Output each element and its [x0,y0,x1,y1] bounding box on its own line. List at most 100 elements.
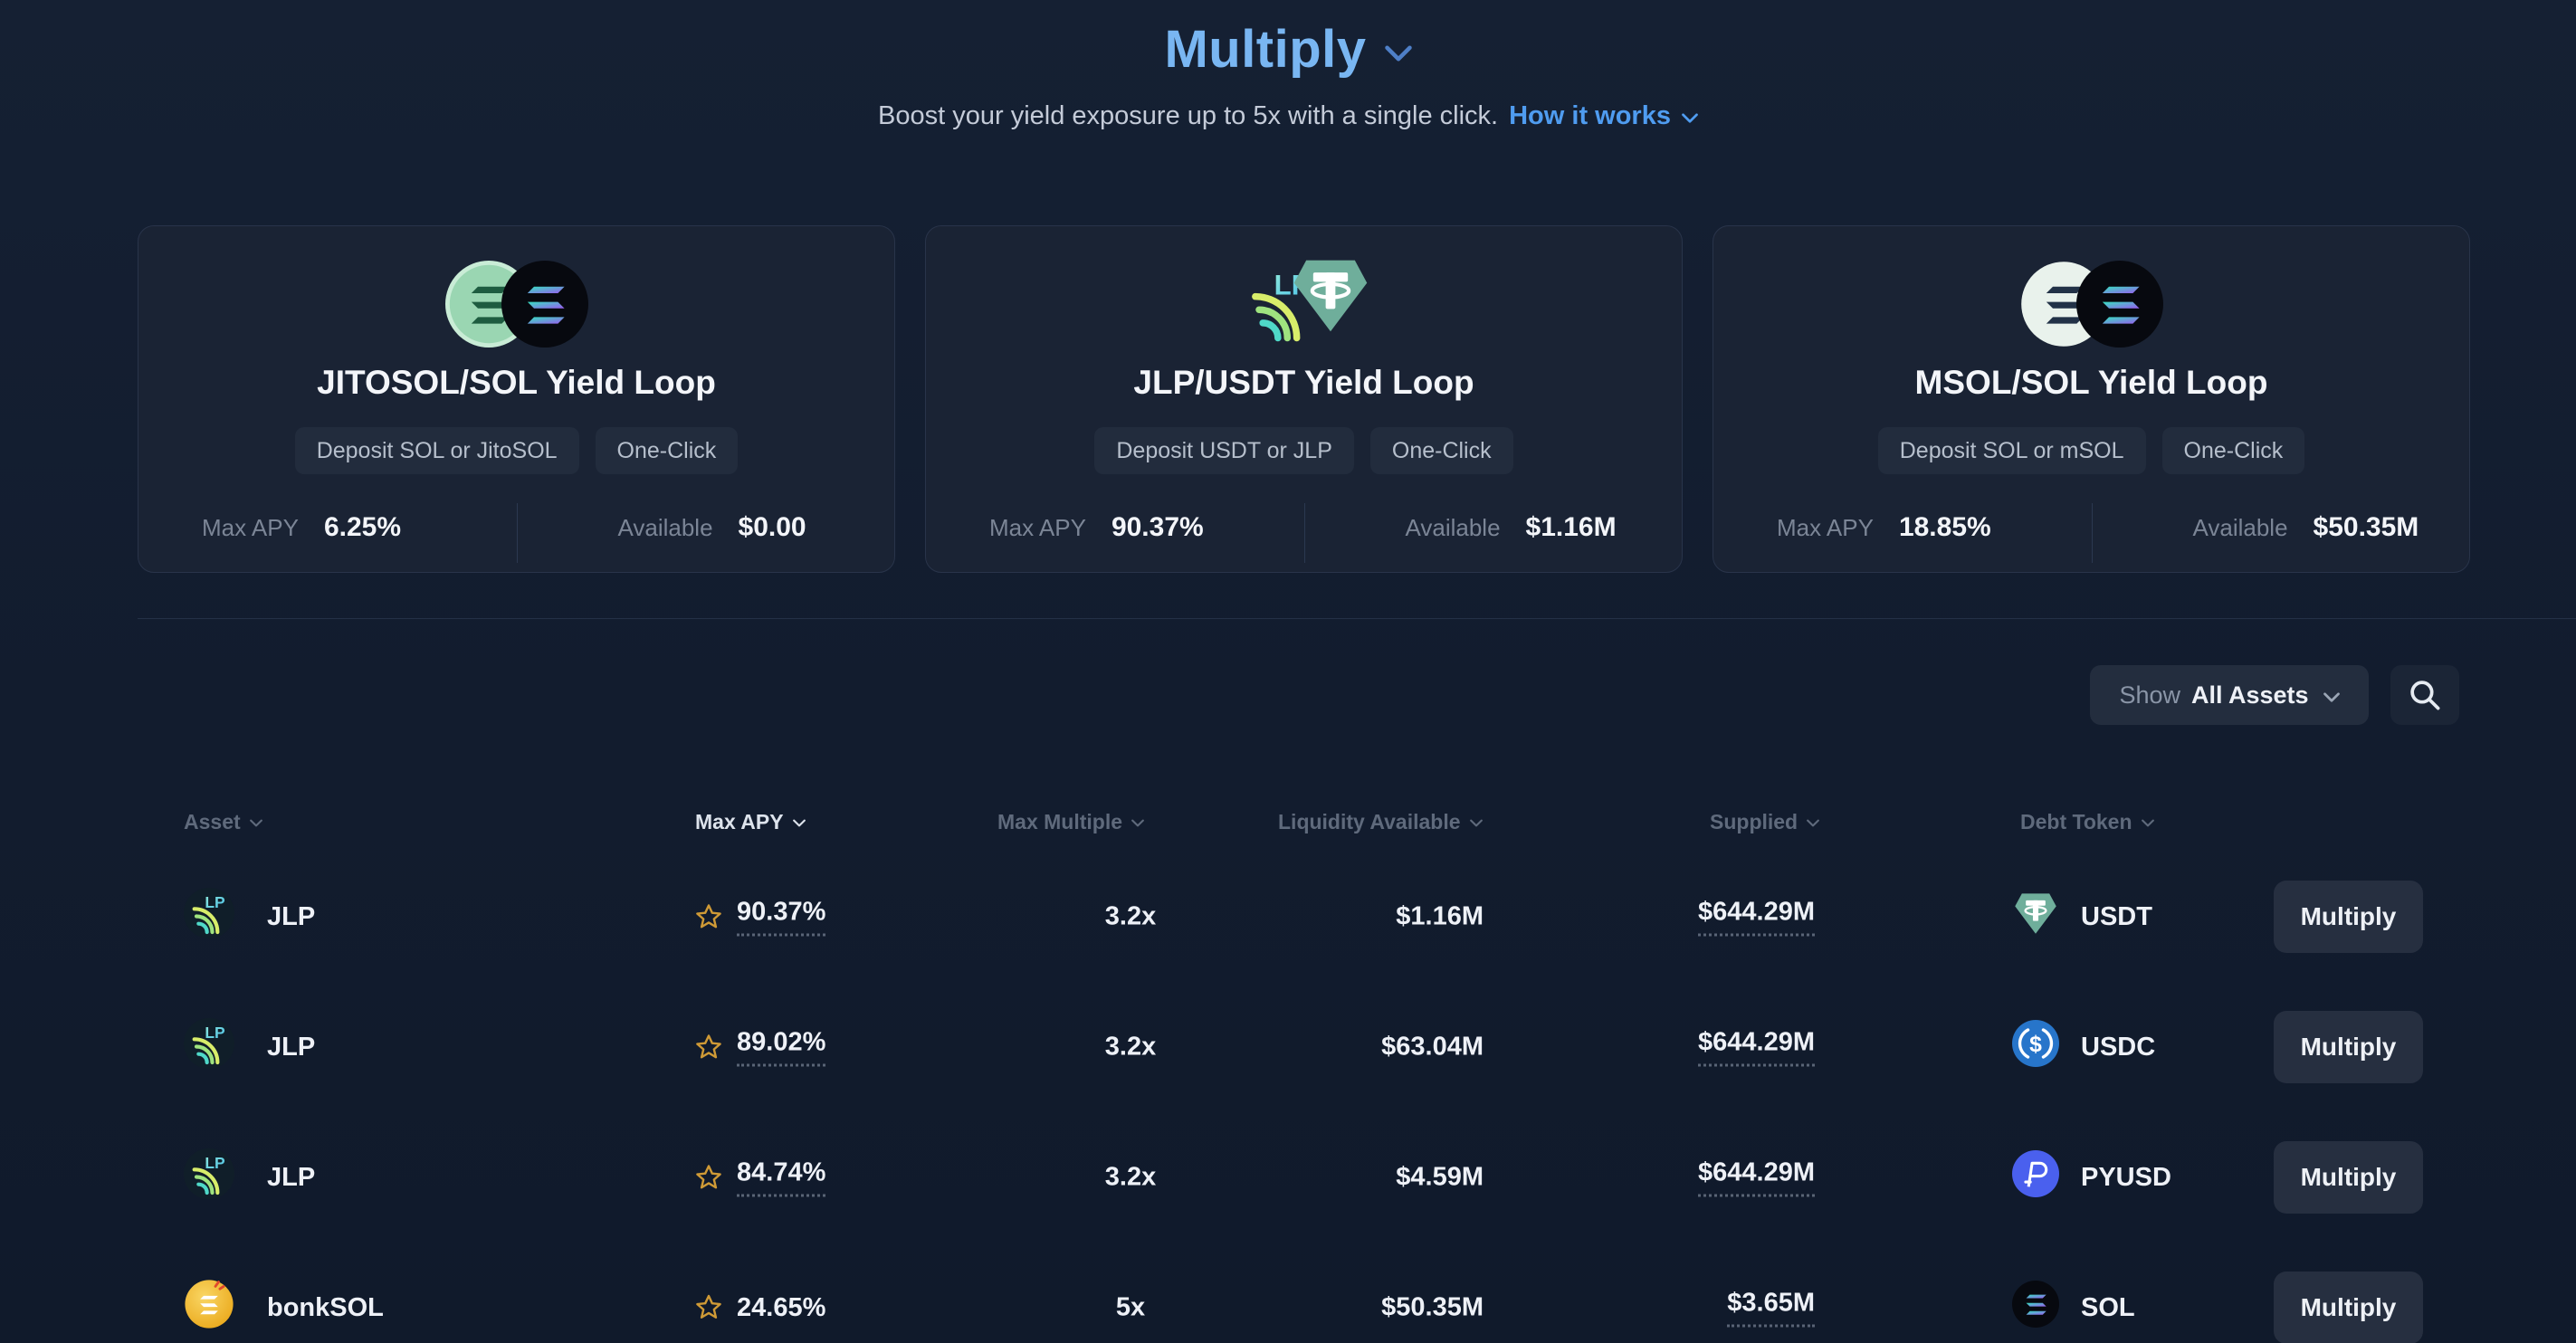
usdt-shield-icon [1289,253,1372,341]
column-header-supplied[interactable]: Supplied [1710,802,1820,842]
svg-text:LP: LP [205,1024,225,1042]
debt-token-name: USDT [2081,901,2152,931]
asset-name: JLP [267,1162,316,1192]
supplied-value[interactable]: $3.65M [1727,1289,1815,1328]
table-row[interactable]: bonkSOL 24.65% 5x $50.35M $3.65M SOL Mul… [0,1243,2576,1343]
column-header-max-apy[interactable]: Max APY [695,802,806,842]
jlp-token-icon: LP [184,1018,234,1076]
sol-coin-icon [501,260,588,352]
table-row[interactable]: LP JLP 90.37% 3.2x $1.16M $644.29M USDT … [0,852,2576,982]
card-stats-divider [1303,503,1305,563]
featured-vaults: JITOSOL/SOL Yield Loop Deposit SOL or Ji… [138,225,2470,573]
favorite-star-icon[interactable] [693,1162,724,1193]
asset-name: JLP [267,901,316,931]
liquidity-available-value: $1.16M [1396,901,1484,931]
page-title: Multiply [1164,20,1367,79]
sort-chevron-icon [792,819,806,827]
column-header-max-multiple[interactable]: Max Multiple [997,802,1144,842]
vault-card-token-pair [2020,260,2163,352]
sol-coin-icon [2075,260,2163,352]
favorite-star-icon[interactable] [693,1292,724,1323]
max-apy-label: Max APY [202,513,299,541]
sort-chevron-icon [1131,819,1144,827]
card-stats-divider [2091,503,2093,563]
max-multiple-value: 3.2x [1104,1162,1157,1192]
debt-token-name: SOL [2081,1292,2135,1322]
multiply-button[interactable]: Multiply [2274,881,2423,953]
vault-card-token-pair: LP [1236,260,1372,351]
table-row[interactable]: LP JLP 84.74% 3.2x $4.59M $644.29M PYUSD… [0,1112,2576,1243]
section-divider [138,618,2576,619]
sort-chevron-icon [1469,819,1483,827]
deposit-tokens-tag: Deposit USDT or JLP [1094,427,1354,474]
max-apy-value: 6.25% [323,512,402,542]
max-multiple-value: 3.2x [1104,1032,1157,1062]
one-click-tag: One-Click [1369,427,1513,474]
card-stats-divider [516,503,518,563]
debt-token-name: PYUSD [2081,1162,2171,1192]
max-apy-label: Max APY [1777,513,1874,541]
available-label: Available [1405,513,1501,541]
max-apy-value[interactable]: 24.65% [737,1292,826,1322]
column-header-asset[interactable]: Asset [184,802,262,842]
supplied-value[interactable]: $644.29M [1698,1158,1815,1197]
max-apy-label: Max APY [989,513,1086,541]
vault-card-title: JITOSOL/SOL Yield Loop [317,364,716,401]
sol-token-icon [2012,1281,2059,1335]
max-apy-value: 18.85% [1898,512,1991,542]
available-label: Available [617,513,713,541]
page-subtitle: Boost your yield exposure up to 5x with … [878,101,1499,130]
asset-name: bonkSOL [267,1292,384,1322]
svg-text:LP: LP [205,1154,225,1172]
search-button[interactable] [2390,665,2459,725]
max-apy-value: 90.37% [1111,512,1204,542]
column-header-liquidity-available[interactable]: Liquidity Available [1278,802,1483,842]
jlp-token-icon: LP [184,888,234,946]
sort-chevron-icon [249,819,262,827]
usdt-token-icon [2012,890,2059,944]
show-label: Show [2119,681,2180,709]
filter-chevron-down-icon [2323,691,2340,702]
available-label: Available [2192,513,2288,541]
page-title-chevron-down-icon[interactable] [1384,45,1412,62]
liquidity-available-value: $4.59M [1396,1162,1484,1192]
liquidity-available-value: $63.04M [1381,1032,1484,1062]
supplied-value[interactable]: $644.29M [1698,898,1815,937]
column-header-debt-token[interactable]: Debt Token [2020,802,2154,842]
available-value: $1.16M [1525,512,1617,542]
vault-card-title: MSOL/SOL Yield Loop [1914,364,2268,401]
show-assets-value: All Assets [2190,681,2309,709]
deposit-tokens-tag: Deposit SOL or JitoSOL [294,427,579,474]
deposit-tokens-tag: Deposit SOL or mSOL [1877,427,2146,474]
svg-text:LP: LP [205,893,225,911]
table-row[interactable]: LP JLP 89.02% 3.2x $63.04M $644.29M $ US… [0,982,2576,1112]
usdc-token-icon: $ [2012,1020,2059,1074]
supplied-value[interactable]: $644.29M [1698,1028,1815,1067]
favorite-star-icon[interactable] [693,1032,724,1062]
max-apy-value[interactable]: 89.02% [737,1028,826,1067]
vault-card-msol-sol[interactable]: MSOL/SOL Yield Loop Deposit SOL or mSOL … [1713,225,2470,573]
available-value: $0.00 [738,512,806,542]
show-assets-filter-dropdown[interactable]: Show All Assets [2090,665,2369,725]
how-it-works-chevron-down-icon[interactable] [1682,113,1698,123]
one-click-tag: One-Click [2161,427,2305,474]
bonksol-token-icon [184,1279,234,1337]
multiply-button[interactable]: Multiply [2274,1272,2423,1343]
how-it-works-link[interactable]: How it works [1509,101,1671,130]
vault-card-jlp-usdt[interactable]: LP JLP/USDT Yield Loop Deposit USDT or J… [925,225,1683,573]
vault-card-jitosol-sol[interactable]: JITOSOL/SOL Yield Loop Deposit SOL or Ji… [138,225,895,573]
max-apy-value[interactable]: 84.74% [737,1158,826,1197]
multiply-button[interactable]: Multiply [2274,1011,2423,1083]
search-icon [2410,681,2440,710]
svg-text:$: $ [2029,1033,2042,1057]
asset-name: JLP [267,1032,316,1062]
pyusd-token-icon [2012,1150,2059,1205]
multiply-button[interactable]: Multiply [2274,1141,2423,1214]
favorite-star-icon[interactable] [693,901,724,932]
vault-card-title: JLP/USDT Yield Loop [1133,364,1474,401]
jlp-token-icon: LP [184,1148,234,1206]
sort-chevron-icon [2141,819,2154,827]
max-apy-value[interactable]: 90.37% [737,898,826,937]
liquidity-available-value: $50.35M [1381,1292,1484,1322]
